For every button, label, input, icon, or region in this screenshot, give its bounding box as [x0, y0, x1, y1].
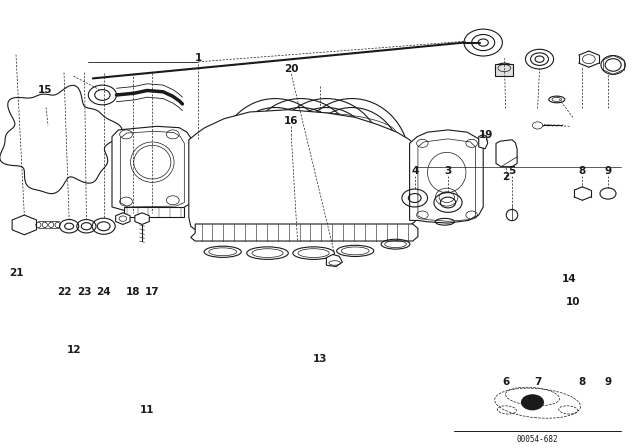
Polygon shape — [191, 224, 418, 241]
Text: 7: 7 — [534, 377, 541, 387]
Text: 17: 17 — [145, 287, 159, 297]
Text: 19: 19 — [479, 130, 493, 140]
Polygon shape — [135, 213, 149, 224]
Text: 21: 21 — [9, 268, 23, 278]
Text: 8: 8 — [579, 166, 586, 176]
Polygon shape — [410, 130, 483, 223]
Text: 13: 13 — [313, 354, 327, 364]
Text: 12: 12 — [67, 345, 81, 355]
Text: 00054-682: 00054-682 — [516, 435, 559, 444]
Polygon shape — [189, 110, 419, 234]
Polygon shape — [12, 215, 36, 235]
Text: 2: 2 — [502, 172, 509, 182]
Polygon shape — [116, 213, 130, 224]
Polygon shape — [0, 85, 122, 194]
Polygon shape — [326, 254, 342, 267]
Text: 16: 16 — [284, 116, 298, 126]
Text: 9: 9 — [604, 166, 612, 176]
Text: 5: 5 — [508, 166, 516, 176]
Polygon shape — [112, 126, 192, 211]
Text: 4: 4 — [411, 166, 419, 176]
Text: 10: 10 — [566, 297, 580, 307]
Text: 9: 9 — [604, 377, 612, 387]
Bar — [124, 207, 184, 217]
Text: 3: 3 — [444, 166, 452, 176]
Text: 6: 6 — [502, 377, 509, 387]
Text: 1: 1 — [195, 53, 202, 63]
Text: 24: 24 — [97, 287, 111, 297]
Circle shape — [521, 394, 544, 410]
Text: 20: 20 — [284, 65, 298, 74]
Text: 14: 14 — [563, 274, 577, 284]
Text: 8: 8 — [579, 377, 586, 387]
Text: 11: 11 — [140, 405, 154, 415]
Polygon shape — [479, 134, 488, 149]
Bar — [495, 64, 513, 76]
Text: 18: 18 — [126, 287, 140, 297]
Text: 22: 22 — [57, 287, 71, 297]
Text: 23: 23 — [77, 287, 92, 297]
Text: 15: 15 — [38, 85, 52, 95]
Polygon shape — [496, 140, 517, 167]
